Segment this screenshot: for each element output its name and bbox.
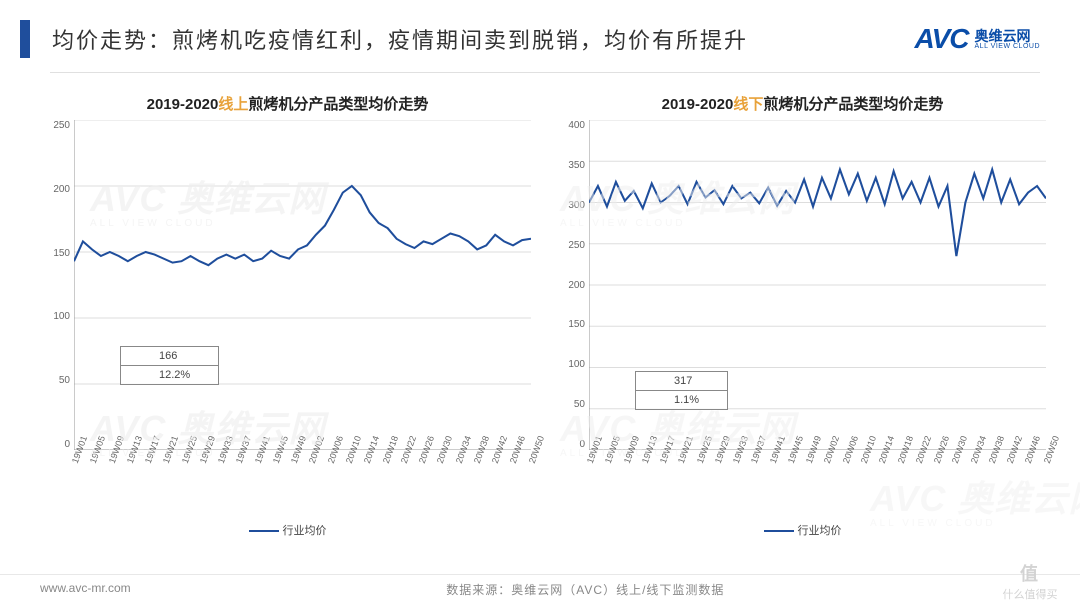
corner-stamp: 值 什么值得买 — [990, 560, 1070, 602]
brand-logo: AVC 奥维云网 ALL VIEW CLOUD — [914, 23, 1040, 55]
header-accent-bar — [20, 20, 30, 58]
chart-offline-infobox: 317 1.1% — [635, 371, 728, 410]
logo-mark: AVC — [914, 23, 968, 55]
chart-online-plot — [74, 120, 531, 450]
charts-row: 2019-2020线上煎烤机分产品类型均价走势 250200150100500 … — [0, 73, 1080, 538]
infobox-pct: 12.2% — [121, 365, 218, 384]
chart-offline-yaxis: 400350300250200150100500 — [555, 120, 585, 450]
infobox-value: 317 — [636, 372, 727, 390]
chart-offline-legend: 行业均价 — [555, 522, 1050, 538]
chart-online-area: 250200150100500 19W0119W0519W0919W1319W1… — [40, 120, 535, 490]
infobox-value: 166 — [121, 347, 218, 365]
chart-offline-xaxis: 19W0119W0519W0919W1319W1719W2119W2519W29… — [589, 450, 1046, 490]
page-title: 均价走势：煎烤机吃疫情红利，疫情期间卖到脱销，均价有所提升 — [52, 23, 914, 55]
chart-offline-area: 400350300250200150100500 19W0119W0519W09… — [555, 120, 1050, 490]
infobox-pct: 1.1% — [636, 390, 727, 409]
header: 均价走势：煎烤机吃疫情红利，疫情期间卖到脱销，均价有所提升 AVC 奥维云网 A… — [0, 0, 1080, 72]
legend-swatch — [764, 530, 794, 532]
chart-online: 2019-2020线上煎烤机分产品类型均价走势 250200150100500 … — [40, 93, 535, 538]
chart-online-xaxis: 19W0119W0519W0919W1319W1719W2119W2519W29… — [74, 450, 531, 490]
footer-source: 数据来源：奥维云网（AVC）线上/线下监测数据 — [131, 581, 1040, 598]
logo-cn: 奥维云网 — [975, 29, 1040, 43]
chart-offline: 2019-2020线下煎烤机分产品类型均价走势 4003503002502001… — [555, 93, 1050, 538]
chart-online-infobox: 166 12.2% — [120, 346, 219, 385]
chart-online-legend: 行业均价 — [40, 522, 535, 538]
legend-swatch — [249, 530, 279, 532]
chart-online-yaxis: 250200150100500 — [40, 120, 70, 450]
footer: www.avc-mr.com 数据来源：奥维云网（AVC）线上/线下监测数据 — [0, 574, 1080, 598]
chart-online-title: 2019-2020线上煎烤机分产品类型均价走势 — [40, 93, 535, 114]
chart-offline-title: 2019-2020线下煎烤机分产品类型均价走势 — [555, 93, 1050, 114]
footer-url: www.avc-mr.com — [40, 581, 131, 598]
logo-en: ALL VIEW CLOUD — [975, 43, 1040, 50]
